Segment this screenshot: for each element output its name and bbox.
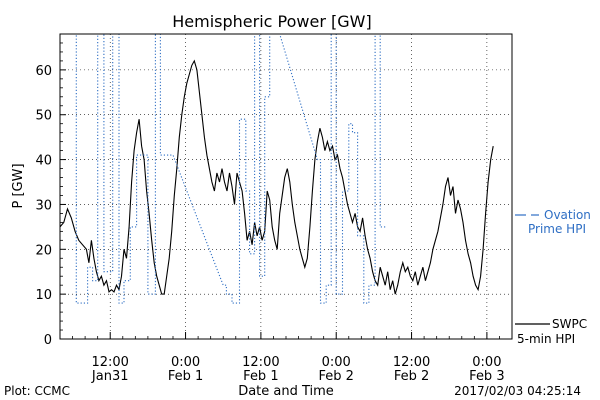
y-tick-label: 30 xyxy=(35,198,52,213)
legend: Ovation Prime HPI SWPC 5-min HPI xyxy=(515,208,591,346)
y-tick-label: 60 xyxy=(35,64,52,79)
footer-timestamp: 2017/02/03 04:25:14 xyxy=(454,384,581,398)
chart-title: Hemispheric Power [GW] xyxy=(172,12,371,31)
footer-credit: Plot: CCMC xyxy=(4,384,70,398)
x-tick-date: Feb 1 xyxy=(168,369,203,384)
x-tick-date: Feb 2 xyxy=(319,369,354,384)
y-axis: 0 10 20 30 40 50 60 xyxy=(35,42,66,348)
legend-ovation-label-1: Ovation xyxy=(544,208,591,222)
legend-swpc-label-1: SWPC xyxy=(552,317,587,331)
y-axis-label: P [GW] xyxy=(11,163,26,208)
series-layer xyxy=(59,33,494,304)
x-tick-date: Jan31 xyxy=(91,369,129,384)
y-tick-label: 40 xyxy=(35,154,52,169)
series-swpc-line xyxy=(59,59,494,295)
x-tick-date: Feb 2 xyxy=(394,369,429,384)
x-tick-date: Feb 1 xyxy=(243,369,278,384)
x-tick-time: 0:00 xyxy=(472,355,501,370)
y-tick-label: 10 xyxy=(35,288,52,303)
x-tick-time: 12:00 xyxy=(91,355,128,370)
x-axis-label: Date and Time xyxy=(238,384,334,399)
legend-swpc-label-2: 5-min HPI xyxy=(517,332,575,346)
y-tick-label: 20 xyxy=(35,243,52,258)
legend-ovation-label-2: Prime HPI xyxy=(528,222,586,236)
x-tick-time: 12:00 xyxy=(242,355,279,370)
x-tick-time: 12:00 xyxy=(393,355,430,370)
series-ovation-line xyxy=(71,33,386,304)
x-tick-date: Feb 3 xyxy=(469,369,504,384)
x-tick-time: 0:00 xyxy=(322,355,351,370)
plot-frame xyxy=(59,33,513,340)
grid xyxy=(60,34,512,339)
y-tick-label: 50 xyxy=(35,109,52,124)
y-tick-label: 0 xyxy=(44,333,52,348)
x-tick-time: 0:00 xyxy=(171,355,200,370)
